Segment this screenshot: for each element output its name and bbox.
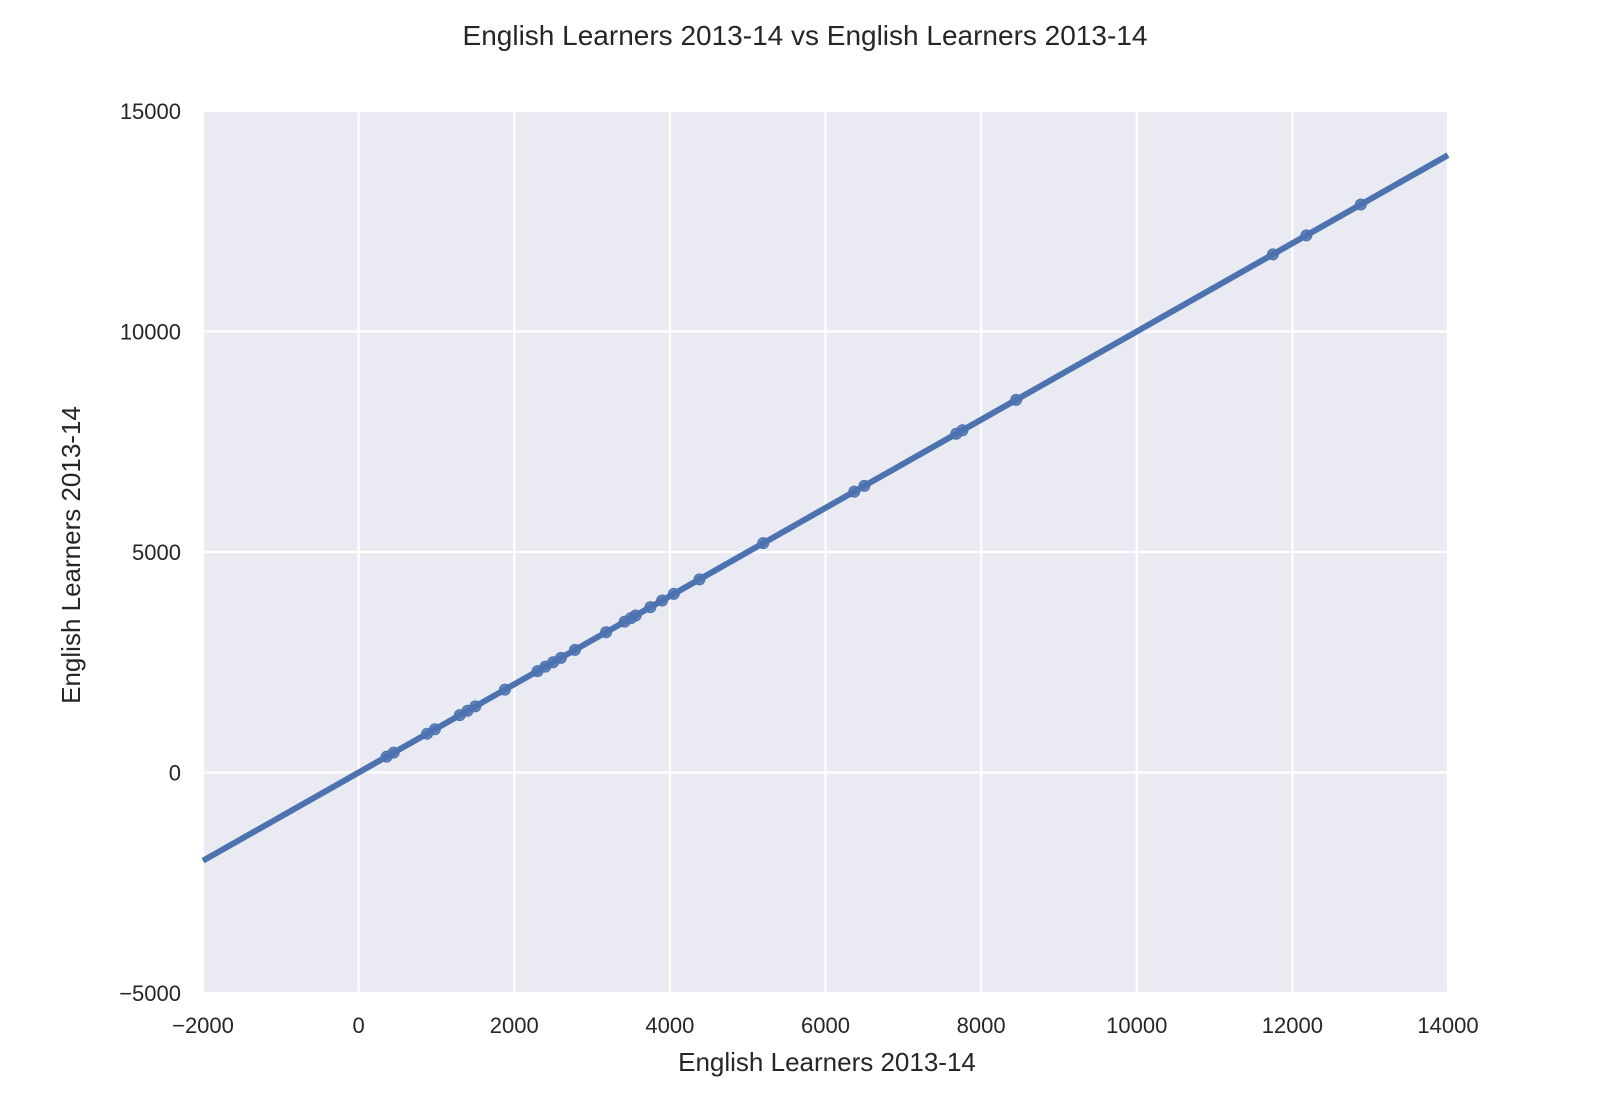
y-tick-label: −5000 [119, 981, 181, 1006]
data-point-6 [469, 700, 482, 713]
data-point-25 [956, 424, 969, 437]
chart-title: English Learners 2013-14 vs English Lear… [463, 20, 1148, 51]
x-axis-label: English Learners 2013-14 [678, 1047, 976, 1077]
data-point-16 [629, 609, 642, 622]
grid-lines [201, 109, 1450, 995]
data-point-29 [1354, 198, 1367, 211]
y-tick-label: 5000 [132, 540, 181, 565]
tick-labels: −2000 0 2000 4000 6000 8000 10000 12000 14000 −50… [119, 99, 1478, 1038]
x-tick-label: 2000 [490, 1013, 539, 1038]
y-tick-label: 10000 [120, 320, 181, 345]
data-point-17 [644, 601, 657, 614]
data-point-12 [568, 643, 581, 656]
x-tick-label: 8000 [957, 1013, 1006, 1038]
x-tick-label: 0 [353, 1013, 365, 1038]
x-tick-label: 6000 [801, 1013, 850, 1038]
y-tick-label: 0 [169, 761, 181, 786]
x-tick-label: 14000 [1417, 1013, 1478, 1038]
x-tick-label: 10000 [1106, 1013, 1167, 1038]
data-points [380, 198, 1367, 763]
regression-line-layer [201, 152, 1450, 864]
data-point-19 [667, 587, 680, 600]
data-point-26 [1010, 393, 1023, 406]
regression-line [201, 152, 1450, 864]
data-point-21 [757, 537, 770, 550]
data-point-23 [858, 479, 871, 492]
data-point-20 [693, 573, 706, 586]
y-tick-label: 15000 [120, 99, 181, 124]
x-tick-label: 12000 [1262, 1013, 1323, 1038]
y-axis-label: English Learners 2013-14 [56, 406, 86, 704]
data-point-18 [656, 594, 669, 607]
data-point-3 [428, 723, 441, 736]
data-point-13 [600, 626, 613, 639]
data-point-11 [554, 651, 567, 664]
data-point-1 [387, 746, 400, 759]
data-point-22 [848, 485, 861, 498]
x-tick-label: 4000 [645, 1013, 694, 1038]
data-point-7 [498, 683, 511, 696]
data-point-27 [1266, 248, 1279, 261]
data-point-28 [1300, 229, 1313, 242]
x-tick-label: −2000 [172, 1013, 234, 1038]
